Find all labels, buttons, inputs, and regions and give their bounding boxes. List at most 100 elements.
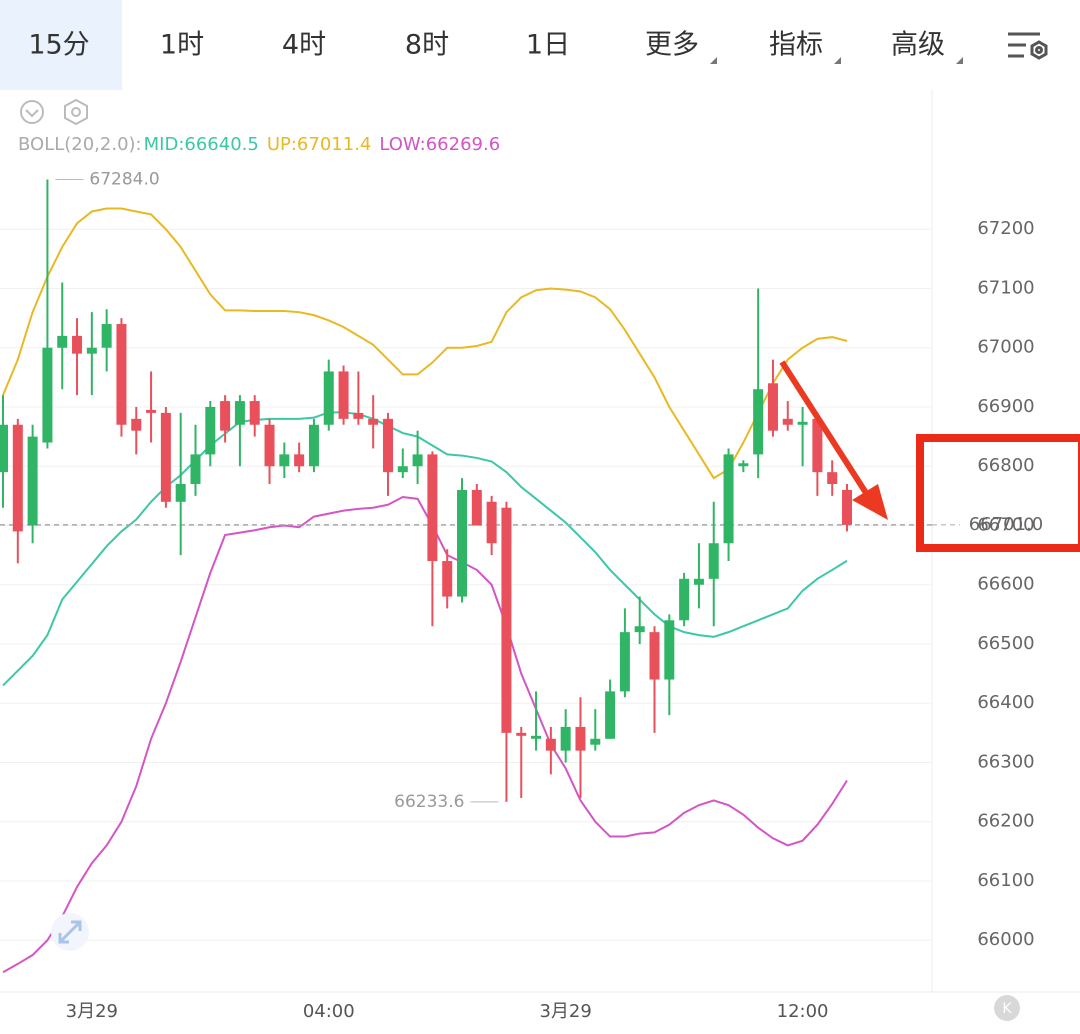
last-price-label: 66701.0 — [969, 514, 1043, 535]
candle-body — [693, 578, 704, 585]
tab[interactable]: 1时 — [160, 30, 204, 61]
candle-body — [486, 501, 497, 544]
candle-body — [175, 484, 186, 502]
y-tick-label: 66900 — [977, 396, 1034, 417]
y-tick-label: 66300 — [977, 751, 1034, 772]
candle-body — [131, 418, 142, 431]
candle-body — [516, 732, 527, 736]
settings-icon[interactable] — [1008, 32, 1048, 60]
candle-body — [457, 489, 468, 597]
active-tab-bg — [0, 0, 122, 90]
y-tick-label: 66600 — [977, 574, 1034, 595]
candle-body — [338, 371, 349, 419]
candle-body — [649, 632, 660, 680]
candle-body — [353, 412, 364, 419]
expand-icon[interactable] — [51, 913, 89, 951]
candle-body — [619, 632, 630, 692]
y-tick-label: 66700 — [977, 514, 1034, 535]
candle-body — [412, 454, 423, 467]
candle-body — [294, 454, 305, 467]
collapse-icon[interactable] — [20, 100, 44, 124]
tab[interactable]: 1日 — [526, 30, 570, 61]
candle-body — [146, 409, 157, 413]
candle-body — [427, 454, 438, 562]
tab[interactable]: 15分 — [28, 30, 89, 61]
candle-body — [471, 489, 482, 526]
max-label: 67284.0 — [89, 169, 159, 189]
dropdown-mark — [710, 57, 717, 64]
annotation-arrow — [779, 360, 888, 520]
candle-body — [531, 735, 542, 739]
candle-body — [753, 389, 764, 455]
tab[interactable]: 8时 — [405, 30, 449, 61]
y-tick-label: 66200 — [977, 811, 1034, 832]
candle-body — [842, 489, 852, 525]
candle-body — [279, 454, 290, 467]
boll-line — [2, 411, 848, 687]
candle-body — [220, 401, 231, 431]
candle-body — [72, 335, 83, 354]
y-tick-label: 66100 — [977, 870, 1034, 891]
boll-line — [2, 207, 848, 480]
candle-body — [605, 691, 616, 739]
tab[interactable]: 指标 — [769, 30, 823, 61]
candle-body — [0, 424, 8, 473]
tab[interactable]: 更多 — [645, 30, 699, 61]
candle-body — [664, 620, 675, 680]
candle-body — [42, 347, 53, 443]
candle-body — [708, 543, 719, 579]
candle-body — [442, 561, 453, 597]
candle-body — [545, 738, 556, 751]
candle-body — [86, 347, 97, 354]
candle-body — [560, 726, 571, 751]
candle-body — [190, 454, 201, 485]
candle-body — [723, 454, 734, 544]
y-tick-label: 66000 — [977, 929, 1034, 950]
candle-body — [27, 436, 38, 526]
candle-body — [323, 371, 334, 425]
y-tick-label: 66500 — [977, 633, 1034, 654]
y-tick-label: 67100 — [977, 277, 1034, 298]
x-tick-label: 12:00 — [777, 1001, 829, 1022]
candle-body — [234, 401, 245, 425]
collapse-chevron — [25, 109, 39, 118]
candle-body — [634, 626, 645, 633]
k-icon-glyph: K — [1002, 1001, 1012, 1017]
candle-body — [308, 424, 319, 467]
candle-body — [575, 726, 586, 751]
candle-body — [679, 578, 690, 621]
legend-item: MID:66640.5 — [144, 134, 259, 155]
y-tick-label: 67000 — [977, 337, 1034, 358]
candle-body — [590, 738, 601, 745]
legend-item: BOLL(20,2.0): — [18, 134, 142, 155]
candle-body — [368, 418, 379, 425]
candle-body — [57, 335, 68, 348]
candle-body — [767, 383, 778, 431]
candle-body — [116, 324, 127, 425]
candle-body — [738, 463, 749, 467]
candle-body — [264, 424, 275, 467]
settings-hex-dot — [71, 107, 81, 117]
candle-body — [827, 472, 838, 485]
x-tick-label: 3月29 — [66, 1001, 118, 1022]
y-tick-label: 66400 — [977, 692, 1034, 713]
tab[interactable]: 高级 — [891, 30, 945, 61]
tab[interactable]: 4时 — [282, 30, 326, 61]
y-tick-label: 67200 — [977, 218, 1034, 239]
min-label: 66233.6 — [394, 792, 464, 812]
candle-body — [101, 324, 112, 348]
boll-line — [2, 496, 848, 974]
dropdown-mark — [834, 57, 841, 64]
candle-body — [797, 421, 808, 425]
legend-item: UP:67011.4 — [267, 134, 372, 155]
legend-item: LOW:66269.6 — [379, 134, 500, 155]
candle-body — [12, 424, 23, 532]
k-icon[interactable] — [994, 995, 1020, 1021]
candle-body — [397, 466, 408, 473]
candle-body — [382, 418, 393, 473]
settings-hex[interactable] — [64, 98, 88, 126]
candle-body — [782, 418, 793, 425]
x-tick-label: 3月29 — [539, 1001, 591, 1022]
candle-body — [205, 406, 216, 455]
